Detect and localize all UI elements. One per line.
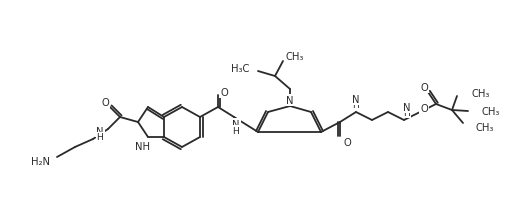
Text: CH₃: CH₃ — [471, 88, 489, 99]
Text: CH₃: CH₃ — [476, 122, 495, 132]
Text: O: O — [220, 87, 228, 98]
Text: H₃C: H₃C — [231, 64, 249, 74]
Text: H: H — [353, 101, 359, 110]
Text: N: N — [403, 102, 411, 113]
Text: CH₃: CH₃ — [482, 106, 500, 116]
Text: N: N — [286, 96, 294, 105]
Text: O: O — [420, 103, 428, 114]
Text: NH: NH — [136, 141, 151, 151]
Text: H: H — [97, 133, 103, 142]
Text: N: N — [232, 119, 240, 129]
Text: N: N — [352, 95, 360, 104]
Text: H₂N: H₂N — [31, 156, 50, 166]
Text: H: H — [232, 126, 240, 135]
Text: O: O — [343, 137, 351, 147]
Text: N: N — [96, 126, 104, 136]
Text: O: O — [420, 83, 428, 93]
Text: CH₃: CH₃ — [286, 52, 304, 62]
Text: O: O — [101, 98, 109, 107]
Text: H: H — [403, 109, 411, 118]
